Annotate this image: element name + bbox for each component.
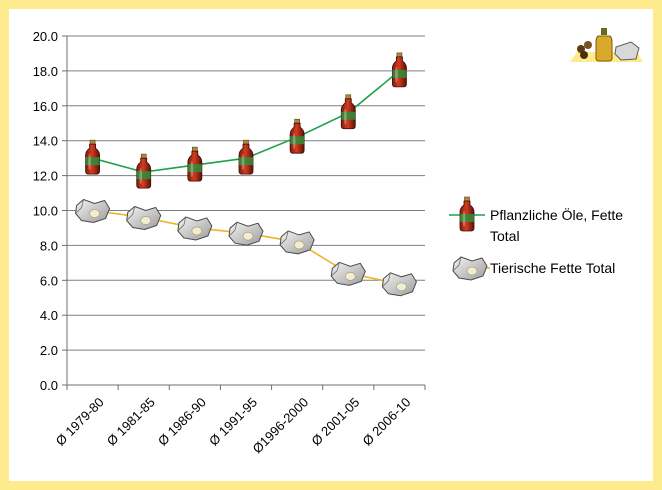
fat-piece-icon — [75, 198, 111, 224]
x-tick-label: Ø 1981-85 — [104, 395, 158, 449]
fat-piece-icon — [381, 272, 417, 297]
y-tick-label: 6.0 — [40, 273, 58, 288]
fat-piece-icon — [279, 230, 315, 255]
oil-and-fat-icon — [570, 28, 643, 62]
legend-label: Pflanzliche Öle, Fette — [490, 206, 623, 223]
fat-piece-icon — [126, 205, 162, 230]
x-tick-label: Ø 1991-95 — [206, 395, 260, 449]
bottle-icon — [238, 139, 254, 175]
x-tick-label: Ø 2006-10 — [360, 395, 414, 449]
y-tick-label: 8.0 — [40, 238, 58, 253]
bottle-icon — [136, 153, 152, 189]
x-tick-label: Ø1996-2000 — [250, 395, 312, 457]
bottle-icon — [85, 139, 100, 175]
bottle-icon — [289, 118, 305, 154]
y-tick-label: 10.0 — [33, 204, 58, 219]
y-tick-label: 18.0 — [33, 64, 58, 79]
bottle-icon — [187, 146, 203, 182]
fat-piece-icon — [452, 256, 488, 281]
y-tick-label: 2.0 — [40, 343, 58, 358]
y-tick-label: 0.0 — [40, 378, 58, 393]
fat-piece-icon — [228, 221, 264, 246]
x-tick-label: Ø 1979-80 — [53, 395, 107, 449]
bottle-icon — [340, 94, 356, 130]
y-tick-label: 4.0 — [40, 308, 58, 323]
y-tick-label: 12.0 — [33, 169, 58, 184]
legend-label: Total — [490, 228, 520, 244]
bottle-icon — [392, 52, 407, 88]
bottle-icon — [459, 196, 475, 232]
legend-label: Tierische Fette Total — [490, 260, 615, 276]
fat-piece-icon — [330, 261, 366, 286]
fat-piece-icon — [177, 216, 213, 241]
x-tick-label: Ø 2001-05 — [308, 395, 362, 449]
y-tick-label: 14.0 — [33, 134, 58, 149]
y-tick-label: 20.0 — [33, 29, 58, 44]
y-tick-label: 16.0 — [33, 99, 58, 114]
x-tick-label: Ø 1986-90 — [155, 395, 209, 449]
